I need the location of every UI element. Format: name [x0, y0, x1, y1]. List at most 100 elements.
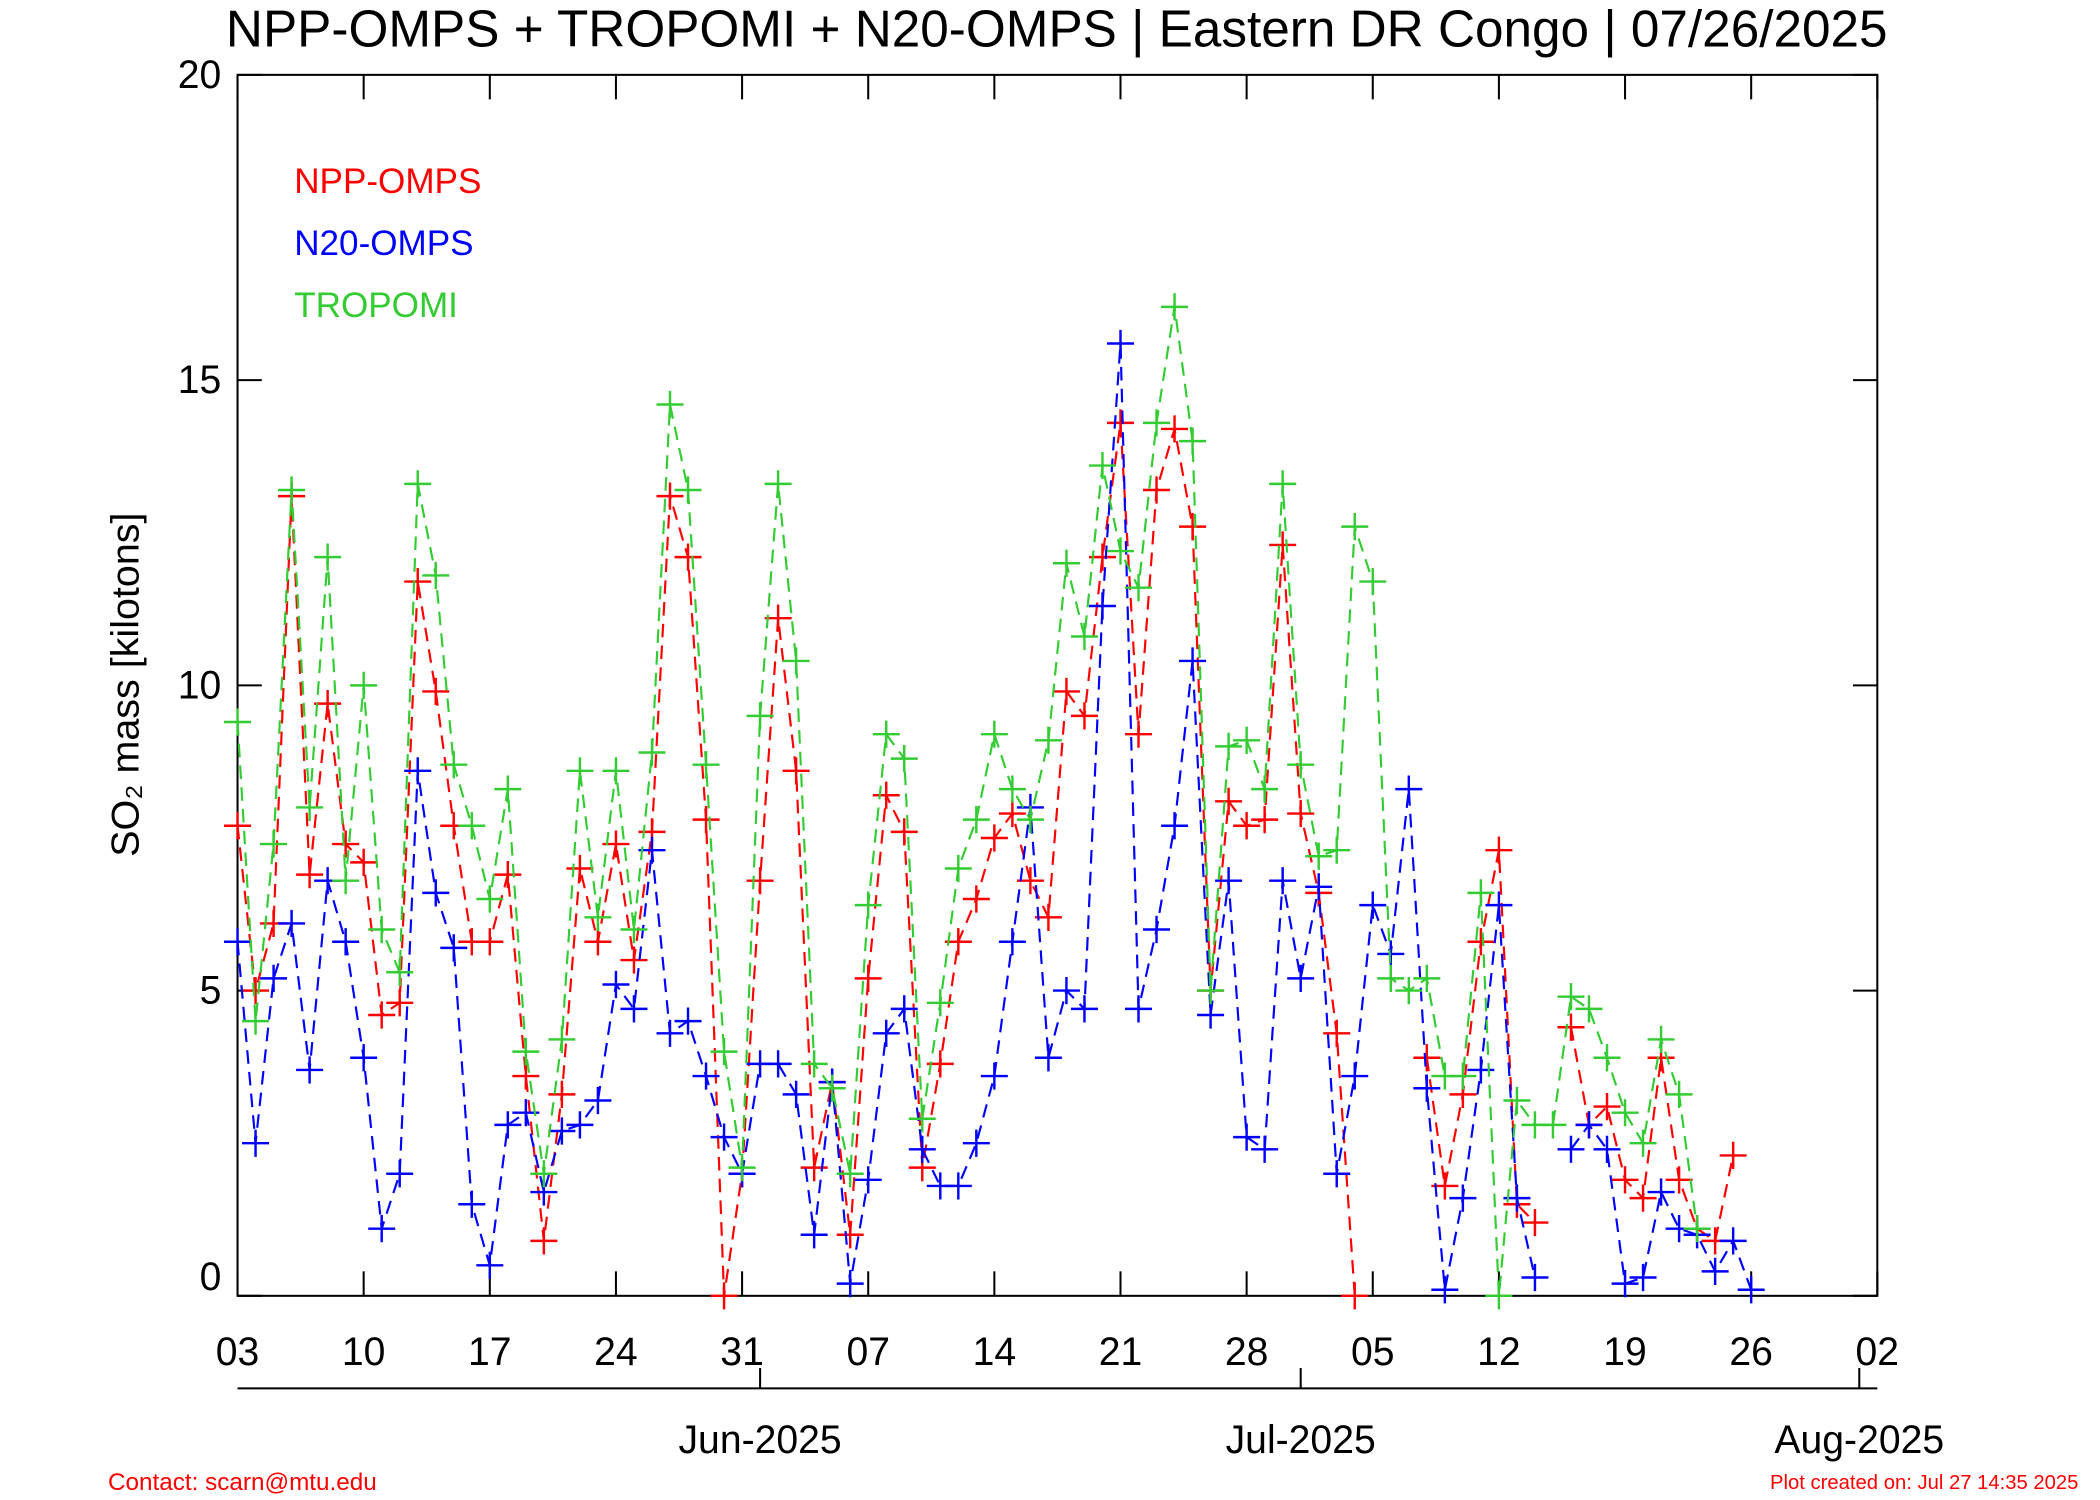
data-point — [314, 543, 342, 571]
footer-created: Plot created on: Jul 27 14:35 2025 — [1770, 1472, 2078, 1494]
data-point — [368, 915, 396, 944]
data-point — [962, 1129, 990, 1157]
data-point — [1539, 1111, 1567, 1139]
x-tick-label: 10 — [342, 1330, 386, 1374]
x-tick-label: 03 — [216, 1330, 260, 1374]
data-point — [512, 1062, 540, 1090]
data-point — [1287, 964, 1315, 992]
data-point — [1287, 799, 1315, 828]
data-point — [890, 995, 918, 1023]
footer-contact: Contact: scarn@mtu.edu — [108, 1469, 377, 1496]
data-point — [782, 647, 810, 675]
x-tick-label: 21 — [1099, 1330, 1143, 1374]
data-point — [998, 928, 1026, 956]
x-tick-label: 02 — [1856, 1330, 1900, 1374]
data-point — [296, 793, 324, 822]
data-point — [548, 1080, 576, 1108]
data-point — [1611, 1270, 1639, 1298]
data-point — [224, 928, 252, 956]
data-point — [1503, 1086, 1531, 1115]
data-point — [494, 1111, 522, 1139]
data-point — [998, 775, 1026, 803]
data-point — [1143, 409, 1171, 437]
data-point — [1341, 1062, 1369, 1090]
data-point — [440, 751, 468, 779]
data-point — [1215, 867, 1243, 895]
data-point — [1575, 995, 1603, 1023]
data-point — [1179, 427, 1207, 455]
data-point — [1161, 812, 1189, 840]
data-point — [638, 738, 666, 767]
data-point — [422, 677, 450, 706]
data-point — [1485, 891, 1513, 919]
data-point — [386, 989, 414, 1017]
x-tick-label: 14 — [973, 1330, 1017, 1374]
data-point — [530, 1160, 558, 1188]
data-point — [1106, 537, 1134, 565]
data-point — [1269, 531, 1297, 559]
data-point — [260, 830, 288, 858]
data-point — [764, 470, 792, 498]
data-point — [1052, 976, 1080, 1005]
data-point — [404, 757, 432, 785]
data-point — [818, 1074, 846, 1102]
data-point — [512, 1038, 540, 1066]
data-point — [602, 757, 630, 785]
data-point — [458, 812, 486, 840]
data-point — [746, 702, 774, 730]
data-point — [1665, 1080, 1693, 1108]
x-tick-label: 24 — [594, 1330, 638, 1374]
data-point — [1070, 702, 1098, 730]
data-point — [1593, 1044, 1621, 1072]
data-point — [1629, 1129, 1657, 1157]
data-point — [710, 1282, 738, 1310]
data-point — [1359, 891, 1387, 919]
data-point — [476, 928, 504, 956]
data-point — [422, 561, 450, 590]
data-point — [854, 964, 882, 992]
data-point — [836, 1221, 864, 1249]
data-point — [890, 744, 918, 773]
data-point — [404, 567, 432, 596]
data-point — [1665, 1166, 1693, 1194]
data-point — [548, 1117, 576, 1145]
data-point — [494, 775, 522, 803]
data-point — [566, 757, 594, 785]
data-point — [1088, 592, 1116, 620]
data-point — [1052, 549, 1080, 577]
data-point — [278, 476, 306, 504]
data-point — [1323, 1019, 1351, 1047]
data-point — [1341, 513, 1369, 541]
data-point — [692, 1062, 720, 1090]
data-point — [620, 946, 648, 974]
data-point — [1611, 1166, 1639, 1194]
data-point — [782, 1080, 810, 1108]
data-point — [548, 1025, 576, 1054]
month-tick-label: Jun-2025 — [679, 1418, 842, 1462]
data-point — [674, 543, 702, 571]
data-point — [890, 818, 918, 846]
data-point — [908, 1105, 936, 1133]
data-point — [1269, 470, 1297, 498]
data-point — [1737, 1276, 1765, 1304]
month-tick-label: Aug-2025 — [1774, 1418, 1944, 1462]
data-point — [872, 781, 900, 809]
data-point — [1269, 867, 1297, 895]
data-point — [584, 903, 612, 931]
data-point — [278, 909, 306, 938]
data-point — [1016, 806, 1044, 834]
data-point — [764, 604, 792, 632]
y-tick-label: 20 — [178, 53, 222, 97]
data-point — [1593, 1092, 1621, 1121]
data-point — [1521, 1263, 1549, 1292]
data-point — [872, 1019, 900, 1047]
data-point — [458, 1190, 486, 1218]
data-point — [1125, 995, 1153, 1023]
data-point — [1323, 1160, 1351, 1188]
data-point — [1161, 293, 1189, 321]
data-point — [422, 879, 450, 907]
data-point — [1593, 1135, 1621, 1163]
data-point — [1341, 1282, 1369, 1310]
data-point — [1647, 1178, 1675, 1206]
data-point — [1323, 836, 1351, 864]
